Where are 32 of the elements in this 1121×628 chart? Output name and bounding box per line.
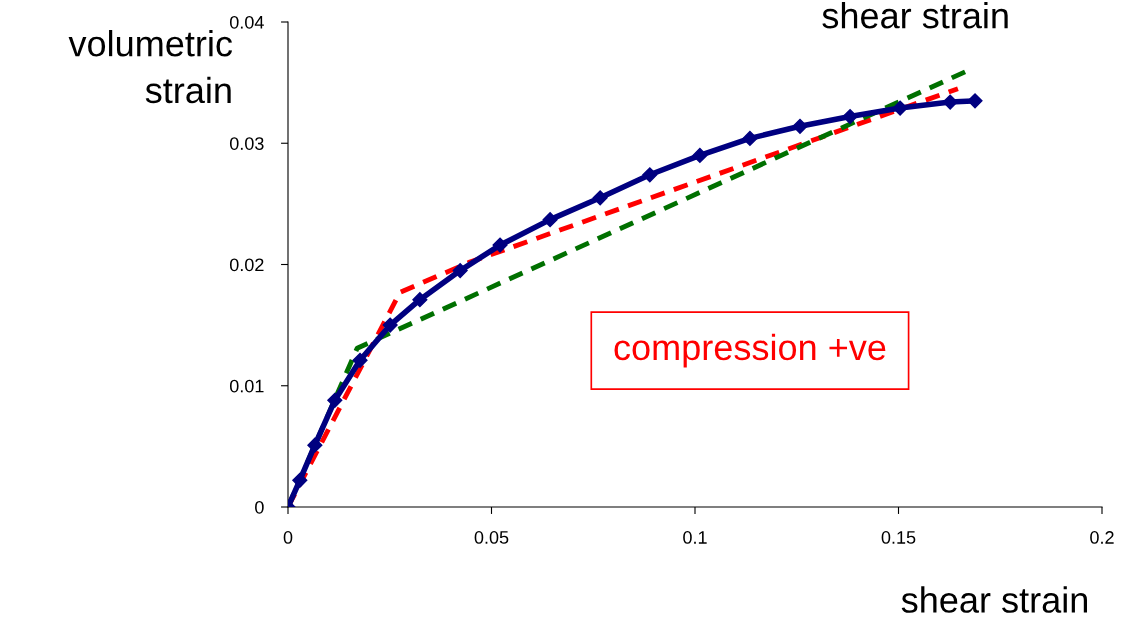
point (492, 237, 508, 253)
chart-title: shear strain (822, 2, 1008, 29)
point (792, 118, 808, 134)
point (967, 93, 983, 109)
point (892, 100, 908, 116)
annotation: compression +ve (614, 333, 886, 368)
point (327, 392, 343, 408)
point (542, 212, 558, 228)
point (452, 262, 468, 279)
x-axis-title: shear strain (901, 586, 1087, 613)
point (942, 94, 958, 110)
point (842, 109, 858, 125)
point (382, 317, 398, 333)
x-tick-label: 0.2 (1090, 531, 1114, 544)
x-tick-label: 0.05 (474, 531, 509, 544)
point (592, 190, 608, 206)
point (412, 292, 428, 308)
point (642, 167, 658, 183)
point (352, 352, 368, 368)
point (307, 437, 323, 453)
y-axis-title: volumetric strain (68, 30, 233, 104)
point (742, 130, 758, 146)
y-tick-label: 0 (255, 500, 264, 514)
point (292, 472, 308, 488)
y-tick-label: 0.01 (229, 379, 264, 393)
y-tick-label: 0.04 (229, 15, 264, 29)
y-tick-label: 0.03 (229, 137, 264, 150)
x-tick-label: 0.15 (881, 531, 916, 544)
y-tick-label: 0.02 (229, 258, 264, 272)
x-tick-label: 0 (283, 531, 293, 544)
x-tick-label: 0.1 (683, 531, 707, 544)
point (692, 147, 708, 163)
